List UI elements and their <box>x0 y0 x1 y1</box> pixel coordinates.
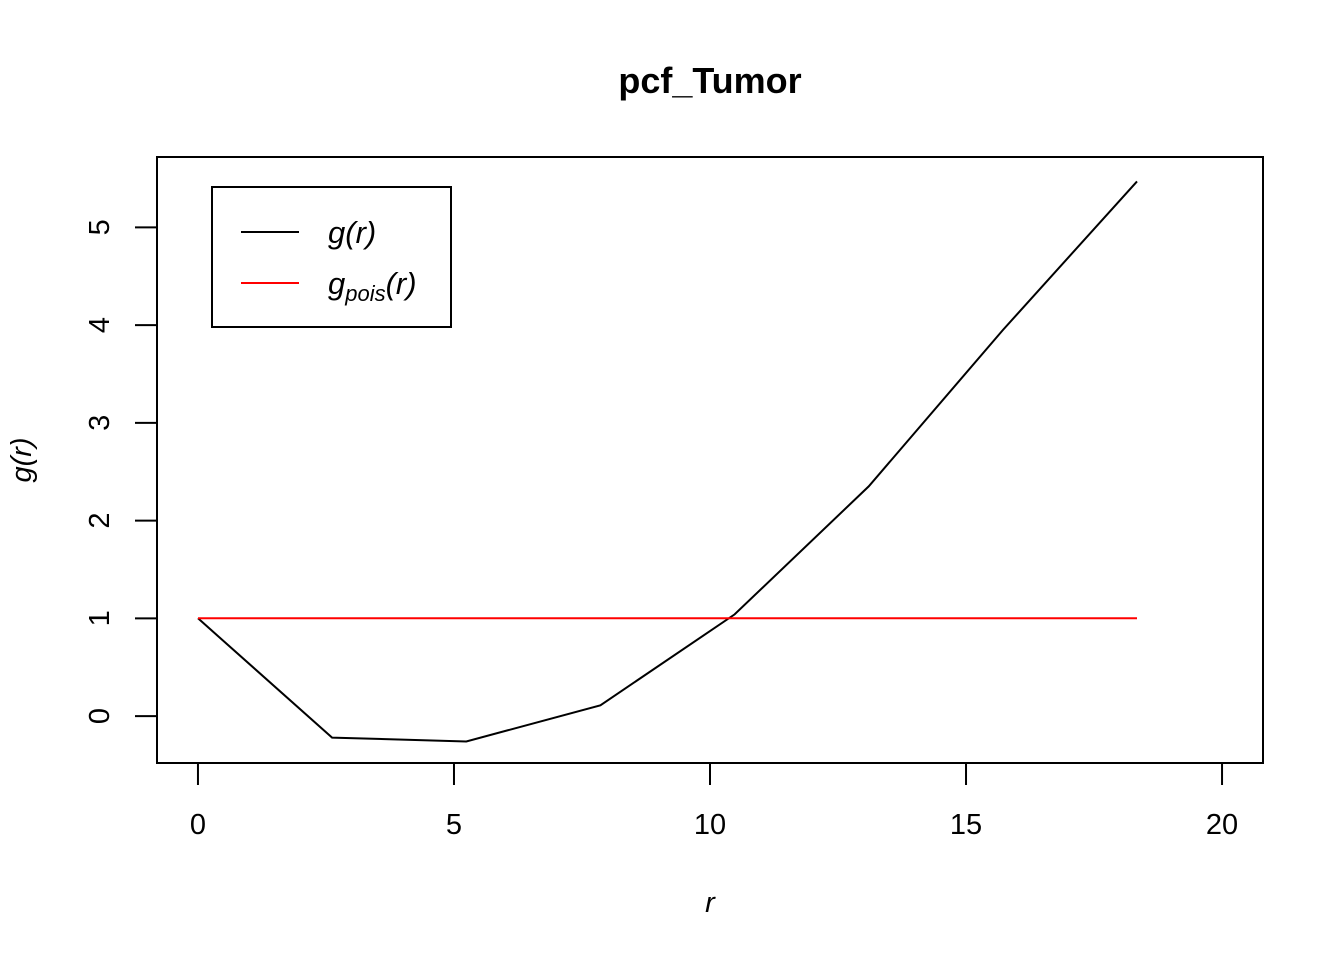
x-axis-label: r <box>705 887 716 919</box>
y-tick-label: 3 <box>84 415 116 431</box>
legend-label-g: g(r) <box>328 215 376 250</box>
x-tick-label: 10 <box>694 809 726 841</box>
y-tick-label: 2 <box>84 513 116 529</box>
x-tick-label: 0 <box>190 809 206 841</box>
x-tick-label: 20 <box>1206 809 1238 841</box>
y-tick-label: 5 <box>84 219 116 235</box>
x-tick-label: 5 <box>446 809 462 841</box>
legend: g(r) gpois(r) <box>211 186 452 328</box>
y-axis-label: g(r) <box>6 437 38 482</box>
x-axis: 0 5 10 15 20 <box>190 762 1238 841</box>
y-tick-label: 4 <box>84 317 116 333</box>
y-tick-label: 0 <box>84 708 116 724</box>
x-tick-label: 15 <box>950 809 982 841</box>
legend-label-gpois: gpois(r) <box>328 266 417 306</box>
y-axis: 0 1 2 3 4 5 <box>84 219 158 724</box>
chart-title: pcf_Tumor <box>618 60 801 101</box>
series-line-g <box>197 180 1138 743</box>
series-layer <box>197 180 1138 743</box>
legend-box <box>211 186 452 328</box>
y-tick-label: 1 <box>84 610 116 626</box>
